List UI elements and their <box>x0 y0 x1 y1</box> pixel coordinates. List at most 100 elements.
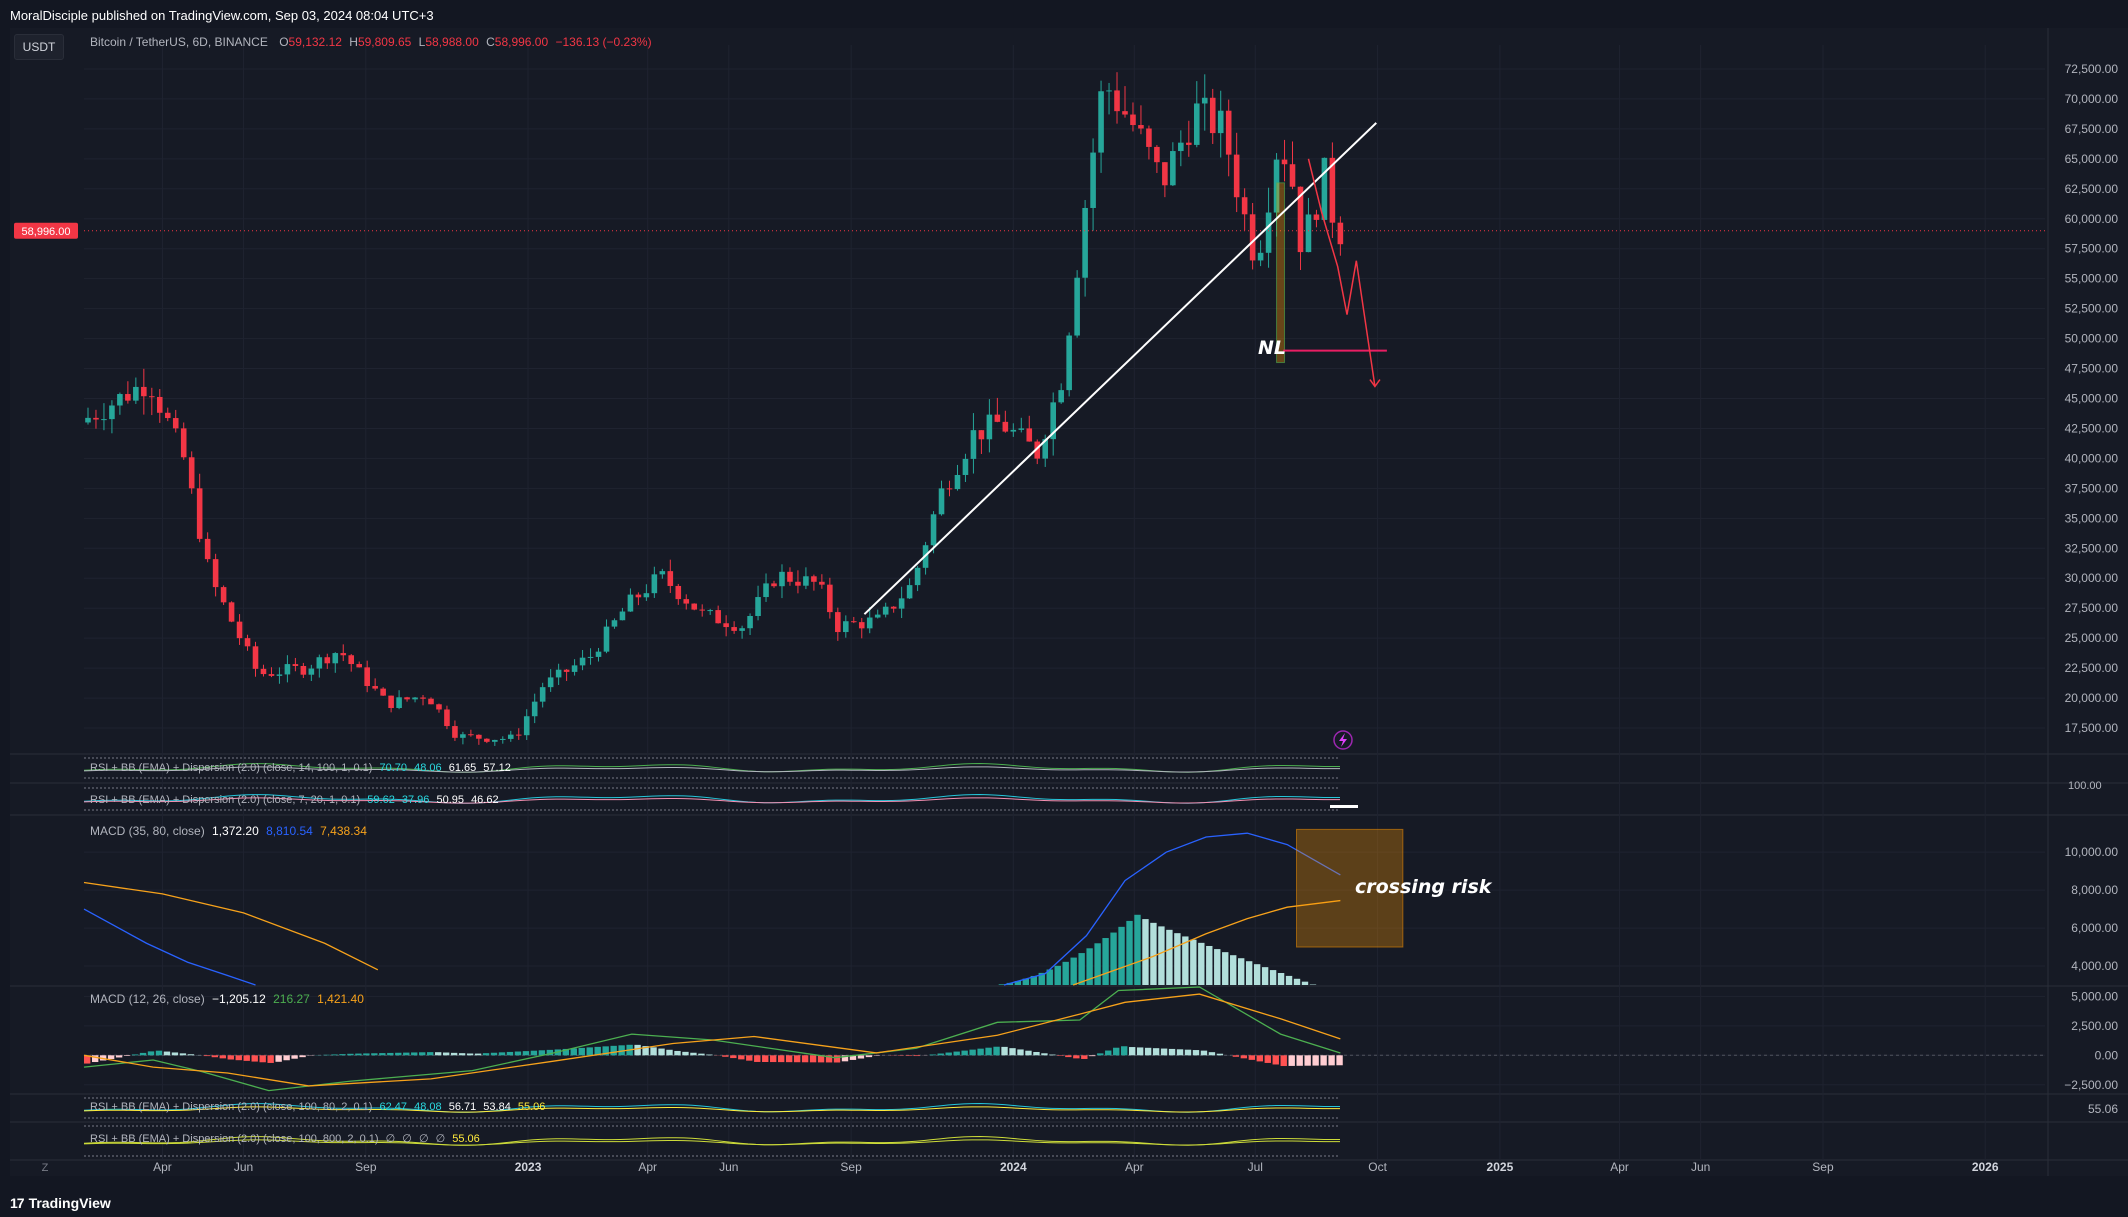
main-legend-title: Bitcoin / TetherUS, 6D, BINANCE <box>90 35 268 49</box>
macd2-histogram-bar <box>1336 1055 1343 1066</box>
candle-body <box>691 603 698 610</box>
macd2-histogram-bar <box>171 1052 179 1056</box>
macd2-histogram-bar <box>1144 1047 1152 1056</box>
macd2-y-tick-label: 0.00 <box>2095 1048 2119 1062</box>
macd2-histogram-bar <box>1200 1050 1208 1056</box>
macd2-histogram-bar <box>411 1052 418 1056</box>
macd1-histogram-bar <box>1070 957 1077 985</box>
candle-body <box>994 414 1001 422</box>
macd1-histogram-bar <box>1174 933 1181 985</box>
macd2-histogram-bar <box>530 1050 538 1056</box>
macd1-value-2: 8,810.54 <box>266 824 313 838</box>
candle-body <box>715 610 721 624</box>
rsi3-legend[interactable]: RSI + BB (EMA) + Dispersion (2.0) (close… <box>90 1101 545 1113</box>
macd2-histogram-bar <box>1057 1055 1064 1056</box>
macd2-histogram-bar <box>434 1052 442 1056</box>
macd1-histogram-bar <box>1285 975 1293 985</box>
candle-body <box>1114 90 1120 112</box>
macd1-histogram-bar <box>1110 932 1117 985</box>
macd2-histogram-bar <box>1272 1055 1279 1065</box>
chart-frame[interactable] <box>10 28 2128 1176</box>
rsi3-label: RSI + BB (EMA) + Dispersion (2.0) (close… <box>90 1101 373 1113</box>
macd2-histogram-bar <box>762 1055 769 1063</box>
macd1-histogram-bar <box>1030 975 1037 985</box>
candle-body <box>484 738 490 742</box>
macd1-histogram-bar <box>1158 926 1165 985</box>
macd2-histogram-bar <box>331 1054 338 1056</box>
macd2-histogram-bar <box>1025 1050 1032 1056</box>
price-y-tick-label: 70,000.00 <box>2065 92 2119 106</box>
legend-close-label: C <box>486 35 495 49</box>
macd1-histogram-bar <box>1190 939 1197 985</box>
candle-body <box>914 567 921 586</box>
candle-body <box>1042 439 1049 459</box>
candle-body <box>460 734 466 738</box>
candle-body <box>507 734 514 739</box>
macd2-histogram-bar <box>291 1055 298 1059</box>
projection-path <box>1307 158 1376 387</box>
macd1-histogram-bar <box>1086 948 1093 985</box>
macd2-histogram-bar <box>1296 1055 1303 1066</box>
candle-body <box>627 594 634 612</box>
candle-body <box>1034 441 1041 459</box>
macd2-histogram-bar <box>235 1055 242 1061</box>
candle-body <box>723 623 729 628</box>
reset-zoom-icon: Z <box>42 1162 49 1174</box>
rsi2-label: RSI + BB (EMA) + Dispersion (2.0) (close… <box>90 794 361 806</box>
macd1-histogram-bar <box>1198 942 1205 985</box>
macd1-label: MACD (35, 80, close) <box>90 824 205 838</box>
macd2-histogram-bar <box>482 1053 490 1056</box>
candle-body <box>555 669 562 678</box>
macd2-histogram-bar <box>1097 1053 1104 1056</box>
candle-body <box>276 674 283 676</box>
macd1-histogram-bar <box>1253 964 1261 985</box>
candle-body <box>324 657 331 664</box>
macd2-histogram-bar <box>642 1046 649 1056</box>
macd1-legend[interactable]: MACD (35, 80, close) 1,372.20 8,810.54 7… <box>90 824 367 838</box>
macd2-value-3: 1,421.40 <box>317 992 364 1006</box>
macd1-histogram-bar <box>1214 949 1221 985</box>
candle-body <box>204 538 211 560</box>
macd1-histogram-bar <box>1118 926 1125 985</box>
macd2-histogram-bar <box>969 1049 976 1056</box>
candle-body <box>332 653 339 664</box>
candle-body <box>1249 214 1256 261</box>
macd2-histogram-bar <box>347 1053 354 1056</box>
macd2-legend[interactable]: MACD (12, 26, close) −1,205.12 216.27 1,… <box>90 992 364 1006</box>
macd1-value-3: 7,438.34 <box>320 824 367 838</box>
macd2-histogram-bar <box>738 1055 745 1060</box>
macd2-histogram-bar <box>777 1055 785 1063</box>
candle-body <box>898 598 905 609</box>
candle-body <box>603 626 610 652</box>
candle-body <box>1193 103 1200 145</box>
candle-body <box>1066 335 1072 391</box>
macd1-histogram-bar <box>1222 952 1229 985</box>
rsi2-legend[interactable]: RSI + BB (EMA) + Dispersion (2.0) (close… <box>90 794 499 806</box>
price-y-tick-label: 27,500.00 <box>2065 601 2119 615</box>
macd2-histogram-bar <box>1232 1055 1240 1057</box>
macd2-histogram-bar <box>363 1053 370 1056</box>
macd2-histogram-bar <box>339 1054 346 1056</box>
macd2-histogram-bar <box>698 1053 705 1056</box>
rsi4-legend[interactable]: RSI + BB (EMA) + Dispersion (2.0) (close… <box>90 1132 480 1145</box>
macd2-histogram-bar <box>1192 1050 1200 1056</box>
macd2-histogram-bar <box>379 1053 386 1056</box>
macd2-histogram-bar <box>1065 1055 1072 1058</box>
price-y-tick-label: 60,000.00 <box>2065 212 2119 226</box>
price-y-tick-label: 47,500.00 <box>2065 362 2119 376</box>
candle-body <box>962 458 969 475</box>
legend-open-value: 59,132.12 <box>288 35 342 49</box>
tradingview-logo[interactable]: 17 TradingView <box>10 1195 111 1211</box>
macd2-histogram-bar <box>1041 1053 1048 1056</box>
rsi1-legend[interactable]: RSI + BB (EMA) + Dispersion (2.0) (close… <box>90 762 511 774</box>
macd1-histogram-bar <box>1301 981 1309 985</box>
neckline-label: NL <box>1258 337 1287 359</box>
rsi1-line <box>83 763 1341 773</box>
candle-body <box>858 622 865 629</box>
symbol-badge[interactable]: USDT <box>14 34 64 60</box>
macd2-histogram-bar <box>427 1052 434 1056</box>
candle-body <box>101 419 107 421</box>
macd2-histogram-bar <box>833 1055 841 1063</box>
candle-body <box>1257 252 1264 261</box>
